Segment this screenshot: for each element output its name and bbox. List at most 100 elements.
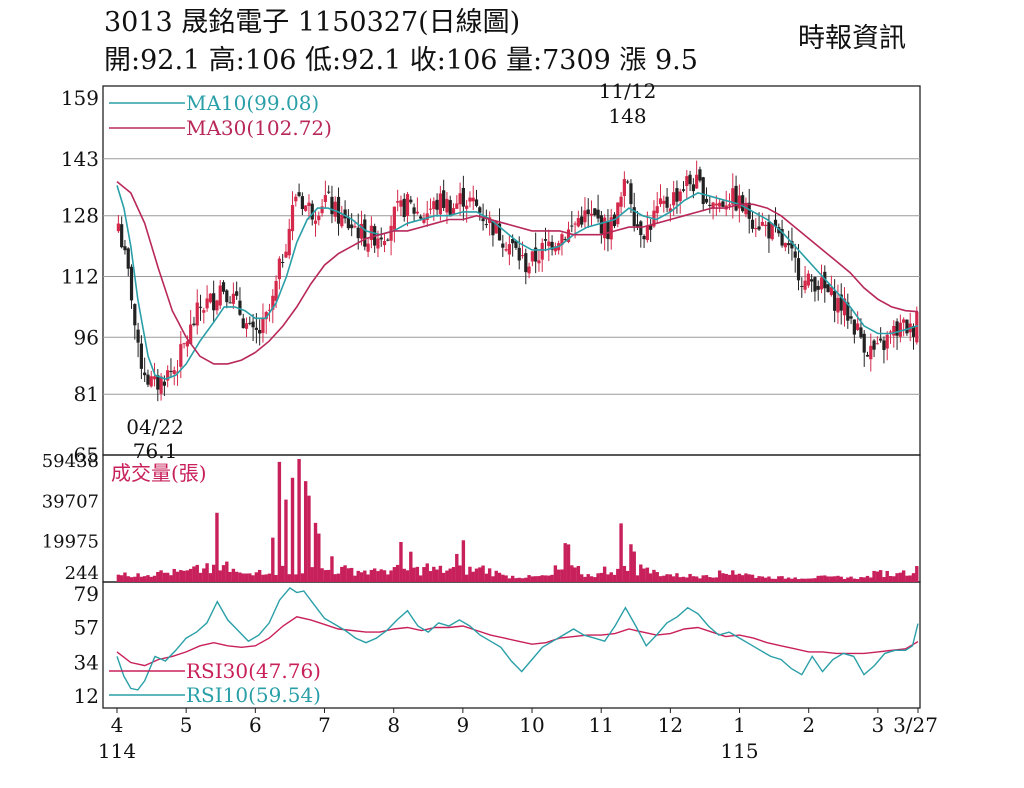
volume-bar <box>537 576 541 582</box>
volume-bar <box>133 576 137 582</box>
month-label: 1 <box>733 713 746 737</box>
candle-body <box>310 203 314 220</box>
volume-bar <box>241 573 245 582</box>
candle-body <box>491 221 495 236</box>
volume-bar <box>596 573 600 582</box>
volume-bar <box>901 570 906 582</box>
candle-body <box>681 189 686 191</box>
volume-bar <box>323 570 328 582</box>
volume-bar <box>211 564 216 582</box>
candle-body <box>225 290 229 303</box>
candle-body <box>829 287 833 295</box>
candle-body <box>189 324 193 344</box>
volume-bar <box>770 578 774 582</box>
candle-body <box>879 338 883 341</box>
candle-body <box>399 200 403 207</box>
candle-body <box>382 241 387 246</box>
candle-body <box>826 284 830 293</box>
volume-bar <box>540 575 544 582</box>
volume-bar <box>665 574 669 582</box>
candle-body <box>162 381 166 386</box>
candle-body <box>714 203 718 206</box>
candle-body <box>895 321 899 336</box>
volume-bar <box>780 576 784 582</box>
volume-bar <box>875 571 880 582</box>
candlesticks <box>116 160 919 402</box>
volume-bar <box>671 576 676 582</box>
volume-bar <box>754 577 758 582</box>
candle-body <box>560 234 564 246</box>
volume-bar <box>803 578 807 582</box>
volume-bar <box>244 573 249 582</box>
volume-bar <box>182 570 186 582</box>
ohlc-summary: 開:92.1 高:106 低:92.1 收:106 量:7309 漲 9.5 <box>104 45 698 76</box>
candle-body <box>550 241 554 250</box>
volume-bar <box>507 578 512 582</box>
candle-body <box>741 195 745 212</box>
volume-bar <box>395 564 400 582</box>
candle-body <box>208 293 212 303</box>
volume-bar <box>599 572 604 582</box>
candle-body <box>859 327 863 338</box>
candle-body <box>468 197 472 202</box>
volume-bar <box>606 574 610 582</box>
volume-bar <box>172 568 176 582</box>
candle-body <box>415 211 419 214</box>
candle-body <box>839 294 843 311</box>
volume-bar <box>363 570 367 582</box>
volume-bar <box>563 543 567 582</box>
candle-body <box>363 219 367 247</box>
volume-bar <box>435 569 439 582</box>
candle-body <box>819 277 824 290</box>
volume-bar <box>142 576 147 582</box>
volume-bar <box>593 577 597 582</box>
price-gridlines <box>103 158 920 395</box>
candle-body <box>320 206 324 214</box>
volume-bar <box>872 570 876 582</box>
candle-body <box>215 300 219 311</box>
candle-body <box>599 215 603 234</box>
candle-body <box>803 280 807 290</box>
candle-body <box>389 225 393 241</box>
low-annotation-value: 76.1 <box>133 439 178 463</box>
volume-bar <box>379 569 383 582</box>
high-annotation-value: 148 <box>608 104 646 128</box>
candle-body <box>366 243 370 252</box>
volume-bar <box>228 571 232 582</box>
candle-body <box>810 279 814 282</box>
candle-body <box>448 200 452 217</box>
candle-body <box>504 249 508 251</box>
year-label: 115 <box>720 739 758 763</box>
candle-body <box>133 304 137 326</box>
candle-body <box>254 327 258 330</box>
volume-bar <box>290 477 295 582</box>
candle-body <box>478 207 482 213</box>
volume-bar <box>445 570 449 582</box>
volume-bar <box>123 572 127 582</box>
volume-bar <box>192 566 196 582</box>
candle-body <box>435 199 439 210</box>
candle-body <box>251 321 255 328</box>
candle-body <box>488 217 492 223</box>
volume-bar <box>438 565 443 582</box>
volume-bar <box>218 570 222 582</box>
volume-bar <box>494 570 498 582</box>
volume-bar <box>566 544 571 582</box>
candle-body <box>307 202 311 207</box>
volume-bars <box>116 459 919 582</box>
volume-bar <box>257 569 262 582</box>
volume-bar <box>714 577 719 582</box>
candle-body <box>169 370 173 372</box>
candle-body <box>606 221 610 240</box>
price-tick-label: 112 <box>61 265 99 289</box>
volume-bar <box>806 578 811 582</box>
rsi-tick-label: 79 <box>74 582 99 606</box>
candle-body <box>816 286 820 290</box>
volume-bar <box>458 565 462 582</box>
candle-body <box>327 191 331 193</box>
candle-body <box>701 177 705 204</box>
volume-bar <box>573 567 577 582</box>
ma30-legend-label: MA30(102.72) <box>186 116 332 140</box>
volume-bar <box>280 565 285 582</box>
candle-body <box>248 322 252 324</box>
